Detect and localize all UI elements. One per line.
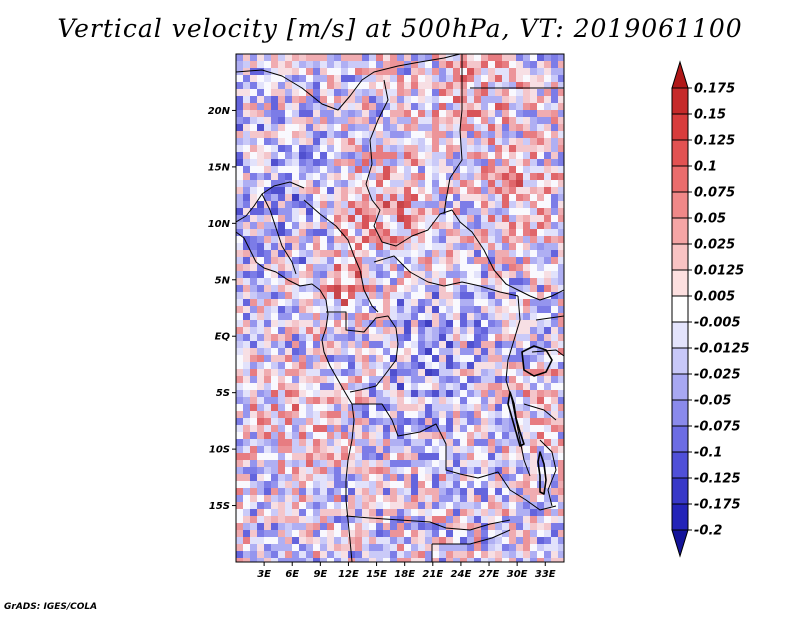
colorbar-label: 0.05 xyxy=(694,212,726,227)
lake-malawi xyxy=(537,451,547,495)
border-botswana xyxy=(431,529,511,562)
colorbar-swatch xyxy=(671,87,689,115)
colorbar-swatch xyxy=(671,217,689,245)
border-car-drc xyxy=(373,255,519,297)
colorbar-swatch xyxy=(671,425,689,453)
colorbar-swatch xyxy=(671,243,689,271)
lat-tick-label: 15S xyxy=(209,501,230,512)
coastline-west-africa xyxy=(236,231,355,562)
border-libya-sudan xyxy=(365,79,389,185)
colorbar-label: 0.025 xyxy=(694,238,735,253)
border-east-africa xyxy=(523,289,564,507)
colorbar-label: -0.05 xyxy=(694,394,731,409)
lat-tick-label: 15N xyxy=(208,162,231,173)
colorbar-label: 0.005 xyxy=(694,290,735,305)
lon-tick-label: 27E xyxy=(479,569,500,580)
colorbar-label: 0.1 xyxy=(694,160,717,175)
colorbar-label: 0.125 xyxy=(694,134,735,149)
colorbar-swatch xyxy=(671,113,689,141)
colorbar-label: 0.15 xyxy=(694,108,726,123)
plot-frame xyxy=(235,53,565,563)
border-drc-east xyxy=(505,295,531,477)
colorbar-swatch xyxy=(671,269,689,297)
lat-tick-label: 5N xyxy=(215,275,231,286)
lat-tick-label: EQ xyxy=(215,332,231,343)
colorbar-swatch xyxy=(671,477,689,505)
border-nigeria-niger xyxy=(261,193,297,275)
lon-tick-label: 6E xyxy=(285,569,299,580)
lat-tick-label: 10S xyxy=(209,445,230,456)
colorbar-swatch xyxy=(671,347,689,375)
lon-tick-label: 30E xyxy=(507,569,528,580)
lat-tick-label: 5S xyxy=(216,388,230,399)
colorbar: 0.175 0.15 0.125 0.1 0.075 0.05 0.025 0.0125 0.0… xyxy=(671,60,750,558)
colorbar-swatch xyxy=(671,321,689,349)
colorbar-swatch xyxy=(671,529,689,558)
colorbar-label: 0.0125 xyxy=(694,264,744,279)
lon-tick-label: 33E xyxy=(535,569,556,580)
axis-ticks: 20N 15N 10N 5N EQ 5S 10S 15S 3E 6E 9E 12E 15E 18E 21E 2… xyxy=(208,106,556,580)
colorbar-label: 0.075 xyxy=(694,186,735,201)
lat-tick-label: 20N xyxy=(208,106,231,117)
colorbar-label: -0.125 xyxy=(694,472,741,487)
colorbar-label: -0.2 xyxy=(694,524,722,539)
lake-tanganyika xyxy=(507,391,525,447)
border-gabon-congo xyxy=(326,311,399,393)
colorbar-label: -0.025 xyxy=(694,368,741,383)
border-egypt-sudan xyxy=(443,54,463,215)
colorbar-label: -0.1 xyxy=(694,446,722,461)
colorbar-label: -0.005 xyxy=(694,316,741,331)
colorbar-swatch xyxy=(671,399,689,427)
colorbar-swatch xyxy=(671,295,689,323)
colorbar-swatch xyxy=(671,373,689,401)
colorbar-swatch xyxy=(671,451,689,479)
border-drc-angola xyxy=(352,403,557,511)
colorbar-swatch xyxy=(671,503,689,531)
border-chad-car xyxy=(365,183,531,297)
colorbar-swatch xyxy=(671,191,689,219)
lon-tick-label: 24E xyxy=(451,569,472,580)
map-title: Vertical velocity [m/s] at 500hPa, VT: 2… xyxy=(57,14,743,43)
colorbar-swatch xyxy=(671,60,689,89)
border-nigeria-cameroon xyxy=(303,199,379,313)
lon-tick-label: 18E xyxy=(394,569,415,580)
country-borders xyxy=(236,54,564,562)
colorbar-swatch xyxy=(671,165,689,193)
grads-credit: GrADS: IGES/COLA xyxy=(4,602,98,612)
colorbar-label: -0.0125 xyxy=(694,342,750,357)
colorbar-label: 0.175 xyxy=(694,82,735,97)
border-angola-namibia xyxy=(345,515,511,531)
lon-tick-label: 9E xyxy=(313,569,327,580)
colorbar-label: -0.075 xyxy=(694,420,741,435)
lake-victoria xyxy=(521,345,553,377)
lon-tick-label: 12E xyxy=(338,569,359,580)
colorbar-label: -0.175 xyxy=(694,498,741,513)
lat-tick-label: 10N xyxy=(208,219,231,230)
vertical-velocity-field xyxy=(236,54,564,562)
lon-tick-label: 3E xyxy=(257,569,271,580)
lon-tick-label: 15E xyxy=(366,569,387,580)
colorbar-swatch xyxy=(671,139,689,167)
border-sahel-north xyxy=(236,54,461,111)
lon-tick-label: 21E xyxy=(422,569,443,580)
